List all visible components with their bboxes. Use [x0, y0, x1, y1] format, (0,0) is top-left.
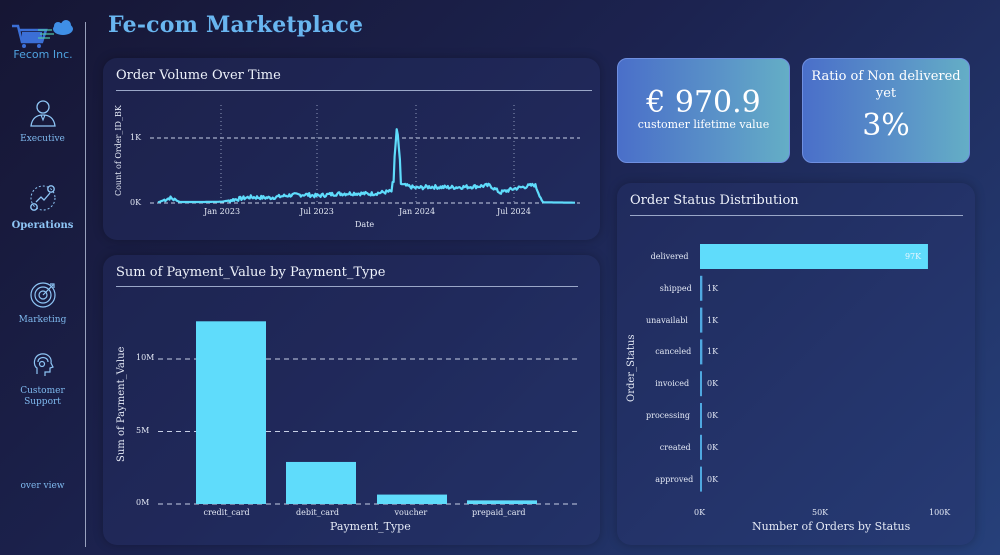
sidebar-item-label: Operations [11, 220, 74, 231]
x-tick-label: voucher [394, 508, 428, 517]
data-label: 1K [707, 347, 719, 357]
sidebar-item-label: Customer Support [0, 386, 85, 408]
x-tick-label: debit_card [296, 508, 339, 517]
card-title: Order Status Distribution [630, 193, 799, 208]
kpi-title-line-1: Ratio of Non delivered [811, 69, 961, 84]
headset-icon [33, 353, 54, 376]
y-tick-label: 10M [136, 353, 155, 362]
x-tick-label: Jan 2023 [204, 207, 241, 216]
x-tick-label: credit_card [203, 508, 250, 517]
y-tick-label: processing [646, 411, 691, 420]
label-line-2: Support [24, 397, 61, 407]
data-label: 1K [707, 283, 719, 293]
x-axis-title: Payment_Type [330, 520, 411, 533]
sidebar-item-operations[interactable]: Operations [0, 182, 85, 231]
kpi-title: Ratio of Non delivered yet [803, 68, 969, 102]
data-label: 97K [904, 252, 922, 261]
y-axis-title: Order_Status [626, 334, 637, 403]
title-divider [116, 286, 578, 287]
title-divider [630, 215, 963, 216]
executive-person-icon [29, 100, 56, 127]
sidebar-item-overview[interactable]: over view [0, 475, 85, 492]
logo-text: Fecom Inc. [13, 48, 73, 61]
y-axis-title: Count of Order_ID_BK [114, 105, 123, 196]
x-tick-label: 0K [694, 508, 706, 517]
operations-gears-icon [29, 185, 55, 211]
y-tick-label: 0K [130, 198, 142, 207]
x-tick-label: Jul 2024 [497, 207, 531, 216]
y-tick-label: invoiced [655, 379, 690, 389]
sidebar-item-executive[interactable]: Executive [0, 98, 85, 145]
y-axis-title: Sum of Payment_Value [116, 346, 127, 462]
y-tick-label: approved [655, 474, 694, 484]
y-tick-label: 0M [136, 498, 150, 507]
y-tick-label: 5M [136, 425, 150, 435]
x-tick-label: Jul 2023 [300, 207, 334, 216]
x-axis-title: Number of Orders by Status [752, 520, 911, 533]
order-status-card: Order Status Distribution [617, 183, 975, 545]
data-label: 0K [707, 379, 719, 389]
sidebar-item-label: Marketing [18, 315, 67, 325]
data-label: 0K [707, 411, 719, 420]
page-title: Fe-com Marketplace [108, 12, 364, 38]
y-tick-label: shipped [659, 283, 692, 293]
y-tick-label: created [659, 442, 691, 452]
sidebar-divider [85, 22, 86, 547]
y-tick-label: canceled [655, 347, 692, 357]
card-title: Order Volume Over Time [116, 68, 281, 83]
kpi-value: € 970.9 [646, 85, 761, 120]
kpi-customer-lifetime-value: € 970.9 customer lifetime value [617, 58, 790, 163]
kpi-title-line-2: yet [875, 86, 897, 101]
title-divider [116, 90, 592, 91]
y-tick-label: 1K [130, 133, 142, 142]
x-tick-label: 100K [929, 508, 951, 517]
x-tick-label: Jan 2024 [399, 207, 436, 216]
sidebar-item-customer-support[interactable]: Customer Support [0, 350, 85, 408]
data-label: 1K [707, 315, 719, 325]
kpi-non-delivered-ratio: Ratio of Non delivered yet 3% [802, 58, 970, 163]
sidebar-item-label: Executive [20, 134, 65, 144]
label-line-1: Customer [20, 386, 65, 396]
sidebar-item-label: over view [20, 481, 65, 491]
y-tick-label: delivered [650, 252, 689, 261]
x-tick-label: 50K [812, 508, 829, 517]
sidebar: Fecom Inc. Executive Operations Marketin… [0, 0, 86, 555]
card-title: Sum of Payment_Value by Payment_Type [116, 265, 386, 280]
cart-cloud-icon [12, 20, 73, 48]
kpi-label: customer lifetime value [637, 118, 770, 131]
payment-value-card: Sum of Payment_Value by Payment_Type [103, 255, 600, 545]
target-icon [29, 282, 56, 308]
sidebar-item-marketing[interactable]: Marketing [0, 281, 85, 326]
data-label: 0K [707, 474, 719, 484]
y-tick-label: unavailabl [646, 315, 688, 325]
x-axis-title: Date [355, 220, 375, 229]
kpi-value: 3% [862, 108, 910, 143]
data-label: 0K [707, 442, 719, 452]
x-tick-label: prepaid_card [472, 508, 526, 517]
